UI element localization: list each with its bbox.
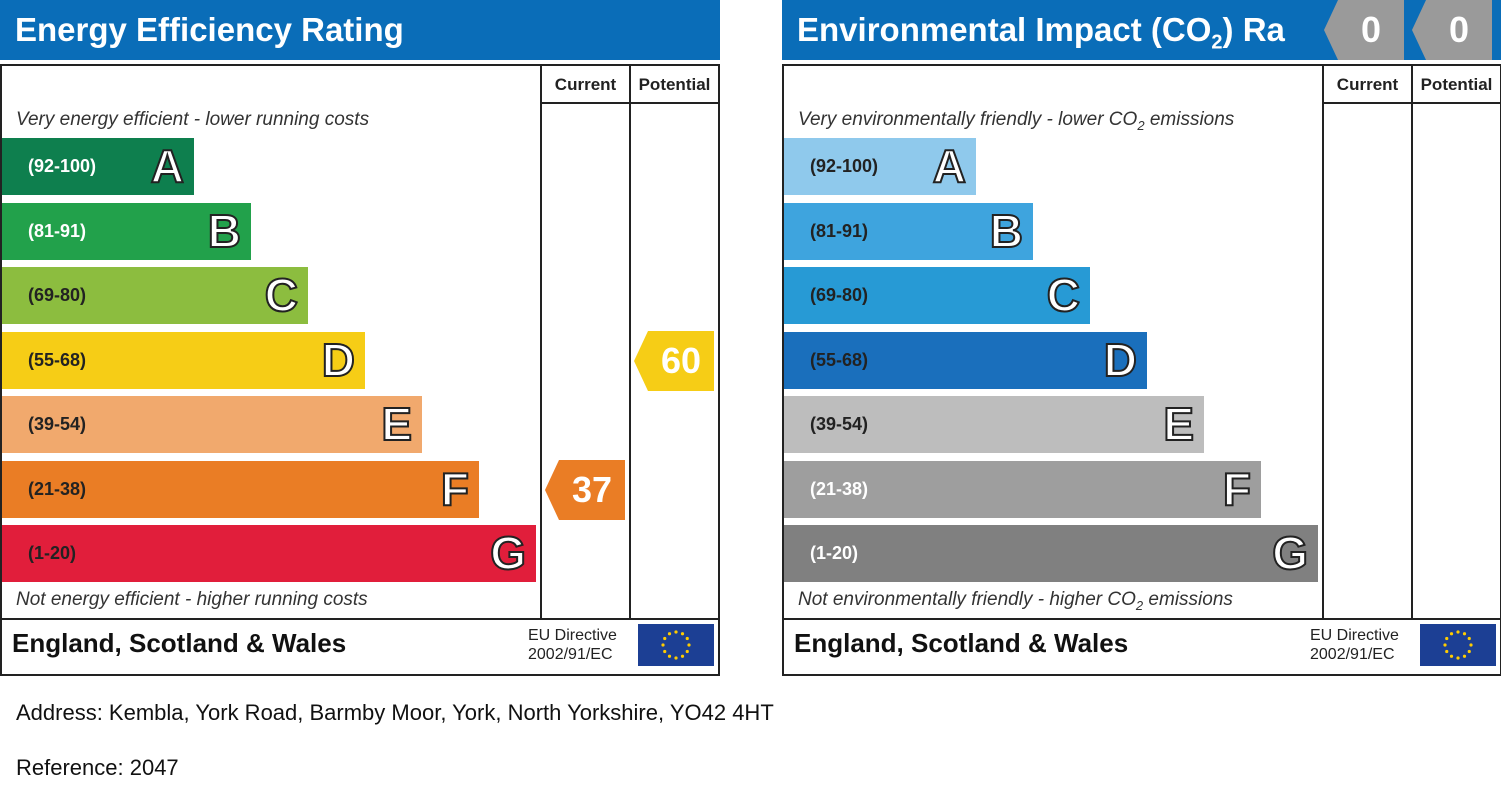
chart-title: Energy Efficiency Rating <box>15 11 404 48</box>
header-divider <box>1324 102 1500 104</box>
band-letter-label: E <box>380 397 413 451</box>
top-caption-text: Very environmentally friendly - lower CO <box>798 109 1138 130</box>
band-range-label: (1-20) <box>28 543 77 563</box>
bottom-caption: Not environmentally friendly - higher CO… <box>798 589 1233 613</box>
rating-chart-frame: Current Potential Very environmentally f… <box>782 64 1501 676</box>
band-letter-label: E <box>1162 397 1195 451</box>
band-range-label: (69-80) <box>810 285 869 305</box>
column-divider <box>629 66 631 618</box>
chart-title-subscript: 2 <box>1211 31 1223 54</box>
band-range-label: (21-38) <box>810 478 869 499</box>
current-rating-value: 0 <box>1360 9 1382 50</box>
rating-band-a: (92-100) A <box>2 138 194 195</box>
current-rating-value: 37 <box>571 468 613 510</box>
column-divider <box>1411 66 1413 618</box>
potential-column-header: Potential <box>1420 75 1493 94</box>
eu-directive-number: 2002/91/EC <box>528 646 613 663</box>
potential-rating-value: 60 <box>660 339 702 381</box>
band-range-label: (81-91) <box>810 220 869 241</box>
band-range-label: (69-80) <box>28 285 87 305</box>
band-letter-label: A <box>932 139 967 193</box>
footer-region: England, Scotland & Wales <box>12 628 347 658</box>
footer-divider <box>784 618 1500 620</box>
footer-divider <box>2 618 718 620</box>
potential-rating-pointer: 0 <box>1412 0 1492 60</box>
rating-band-e: (39-54) E <box>2 396 422 453</box>
band-letter-label: F <box>1222 462 1252 516</box>
current-rating-pointer: 37 <box>545 459 625 520</box>
band-letter-label: F <box>440 462 470 516</box>
chart-title: Environmental Impact (CO <box>797 11 1212 48</box>
eu-flag-icon <box>1420 624 1496 666</box>
rating-band-a: (92-100) A <box>784 138 976 195</box>
energy-efficiency-panel: Energy Efficiency Rating Current Potenti… <box>0 0 720 676</box>
rating-band-c: (69-80) C <box>2 267 308 324</box>
rating-band-d: (55-68) D <box>784 331 1147 389</box>
column-divider <box>1322 66 1324 618</box>
band-letter-label: G <box>489 526 527 580</box>
top-caption-subscript: 2 <box>1137 117 1145 133</box>
property-address: Address: Kembla, York Road, Barmby Moor,… <box>16 700 774 725</box>
rating-band-c: (69-80) C <box>784 267 1090 324</box>
band-letter-label: C <box>1046 268 1081 322</box>
rating-band-e: (39-54) E <box>784 396 1204 453</box>
rating-band-d: (55-68) D <box>2 331 365 389</box>
current-column-header: Current <box>554 75 617 94</box>
potential-rating-pointer: 60 <box>634 330 714 391</box>
rating-band-f: (21-38) F <box>2 460 479 518</box>
reference-number: Reference: 2047 <box>16 755 179 780</box>
band-letter-label: C <box>264 268 299 322</box>
band-letter-label: D <box>321 333 356 387</box>
chart-title-tail: ) Ra <box>1222 11 1285 48</box>
top-caption: Very environmentally friendly - lower CO… <box>798 109 1234 133</box>
potential-rating-value: 0 <box>1448 9 1470 50</box>
energy-efficiency-title: Energy Efficiency Rating <box>0 0 720 60</box>
band-letter-label: B <box>989 204 1024 258</box>
eu-directive-line: EU Directive <box>528 627 617 644</box>
rating-band-b: (81-91) B <box>784 202 1033 260</box>
band-range-label: (92-100) <box>810 156 879 176</box>
band-letter-label: B <box>207 204 242 258</box>
environmental-impact-panel: Environmental Impact (CO2) Ra Current Po… <box>782 0 1501 676</box>
band-range-label: (39-54) <box>810 414 869 434</box>
eu-directive-text: EU Directive 2002/91/EC <box>528 626 617 664</box>
current-column-header: Current <box>1336 75 1399 94</box>
eu-directive-text: EU Directive 2002/91/EC <box>1310 626 1399 664</box>
band-range-label: (1-20) <box>810 543 859 563</box>
band-range-label: (21-38) <box>28 478 87 499</box>
eu-directive-number: 2002/91/EC <box>1310 646 1395 663</box>
potential-column-header: Potential <box>638 75 711 94</box>
band-range-label: (39-54) <box>28 414 87 434</box>
eu-flag-icon <box>638 624 714 666</box>
rating-band-f: (21-38) F <box>784 460 1261 518</box>
band-range-label: (55-68) <box>810 349 869 370</box>
band-letter-label: G <box>1271 526 1309 580</box>
rating-chart-frame: Current Potential Very energy efficient … <box>0 64 720 676</box>
bottom-caption: Not energy efficient - higher running co… <box>16 589 368 610</box>
current-rating-pointer: 0 <box>1324 0 1404 60</box>
band-range-label: (92-100) <box>28 156 97 176</box>
header-divider <box>542 102 718 104</box>
bottom-caption-subscript: 2 <box>1135 597 1144 613</box>
rating-band-g: (1-20) G <box>784 525 1318 582</box>
eu-directive-line: EU Directive <box>1310 627 1399 644</box>
bottom-caption-tail: emissions <box>1143 589 1233 610</box>
rating-band-g: (1-20) G <box>2 525 536 582</box>
band-letter-label: A <box>150 139 185 193</box>
bottom-caption-text: Not environmentally friendly - higher CO <box>798 589 1136 610</box>
band-range-label: (81-91) <box>28 220 87 241</box>
band-letter-label: D <box>1103 333 1138 387</box>
rating-band-b: (81-91) B <box>2 202 251 260</box>
top-caption-tail: emissions <box>1144 109 1235 130</box>
footer-region: England, Scotland & Wales <box>794 628 1129 658</box>
top-caption: Very energy efficient - lower running co… <box>16 109 370 130</box>
column-divider <box>540 66 542 618</box>
band-range-label: (55-68) <box>28 349 87 370</box>
